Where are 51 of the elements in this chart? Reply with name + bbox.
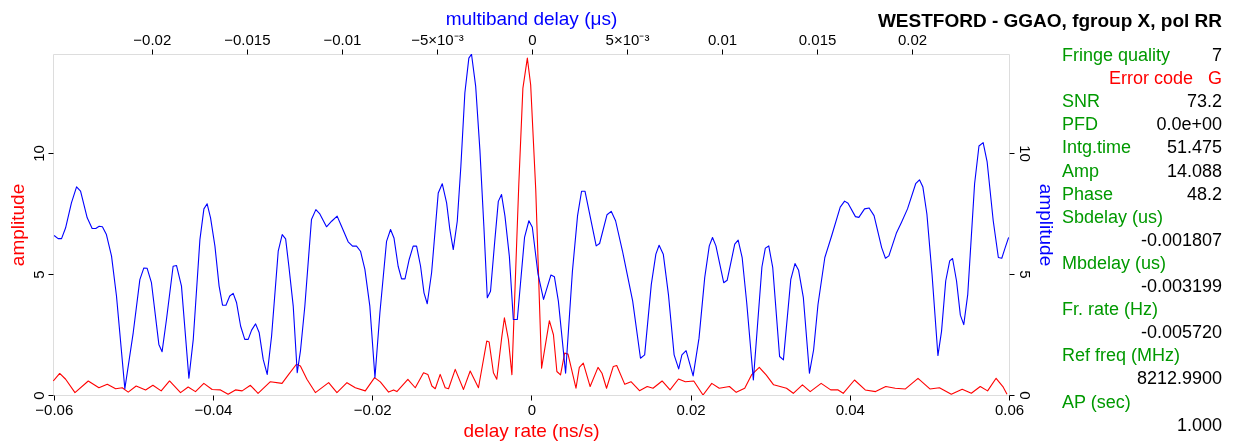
text: PFD [1062,114,1098,135]
x2-tick-label: 0.01 [707,30,738,48]
x2-tick-label: −0.01 [323,30,362,48]
x2-axis-title: multiband delay (μs) [445,7,618,29]
x2-tick-label: 0 [528,30,537,48]
x2-tick-label: 5×10⁻³ [605,30,650,48]
text: G [1207,68,1222,89]
x-tick-label: 0 [527,400,537,418]
text: Ref freq (MHz) [1062,345,1181,366]
y-tick-label: 0 [29,391,47,400]
text: 73.2 [1186,91,1222,112]
x2-tick-label: 0.015 [798,30,837,48]
text: -0.003199 [1140,276,1222,296]
text: SNR [1062,91,1101,112]
text: AP (sec) [1062,391,1131,412]
x-tick-label: 0.06 [994,400,1025,418]
x-tick-label: −0.04 [194,400,233,418]
y2-tick-label: 0 [1016,391,1034,400]
text: Fringe quality [1062,45,1171,65]
text: 48.2 [1186,183,1222,204]
text: Error code [1108,68,1193,89]
text: Phase [1062,183,1114,204]
x-tick-label: 0.02 [676,400,706,418]
x2-tick-label: 0.02 [897,30,928,48]
x-axis-title: delay rate (ns/s) [463,419,600,441]
y2-tick-label: 10 [1016,145,1034,162]
text: Mbdelay (us) [1062,252,1167,273]
x-tick-label: −0.02 [353,400,392,418]
x-tick-label: −0.06 [35,400,74,418]
text: 7 [1211,45,1222,65]
x2-tick-label: −0.015 [224,30,271,48]
text: -0.001807 [1140,229,1222,250]
y2-axis-title: amplitude [1035,183,1057,267]
y-axis-title: amplitude [6,183,28,267]
text: -0.005720 [1140,322,1222,343]
text: 0.0e+00 [1156,114,1222,135]
text: Intg.time [1062,137,1132,158]
y2-tick-label: 5 [1016,270,1034,279]
text: 1.000 [1176,414,1222,435]
x2-tick-label: −0.02 [133,30,172,48]
text: 51.475 [1166,137,1222,158]
text: WESTFORD - GGAO, fgroup X, pol RR [877,10,1223,31]
text: 8212.9900 [1136,368,1222,389]
text: 14.088 [1166,160,1222,181]
text: Amp [1062,160,1100,181]
y-tick-label: 10 [29,145,47,162]
text: Sbdelay (us) [1062,206,1164,227]
x2-tick-label: −5×10⁻³ [411,30,464,48]
x-tick-label: 0.04 [835,400,865,418]
text: Fr. rate (Hz) [1062,299,1159,320]
y-tick-label: 5 [29,270,47,279]
